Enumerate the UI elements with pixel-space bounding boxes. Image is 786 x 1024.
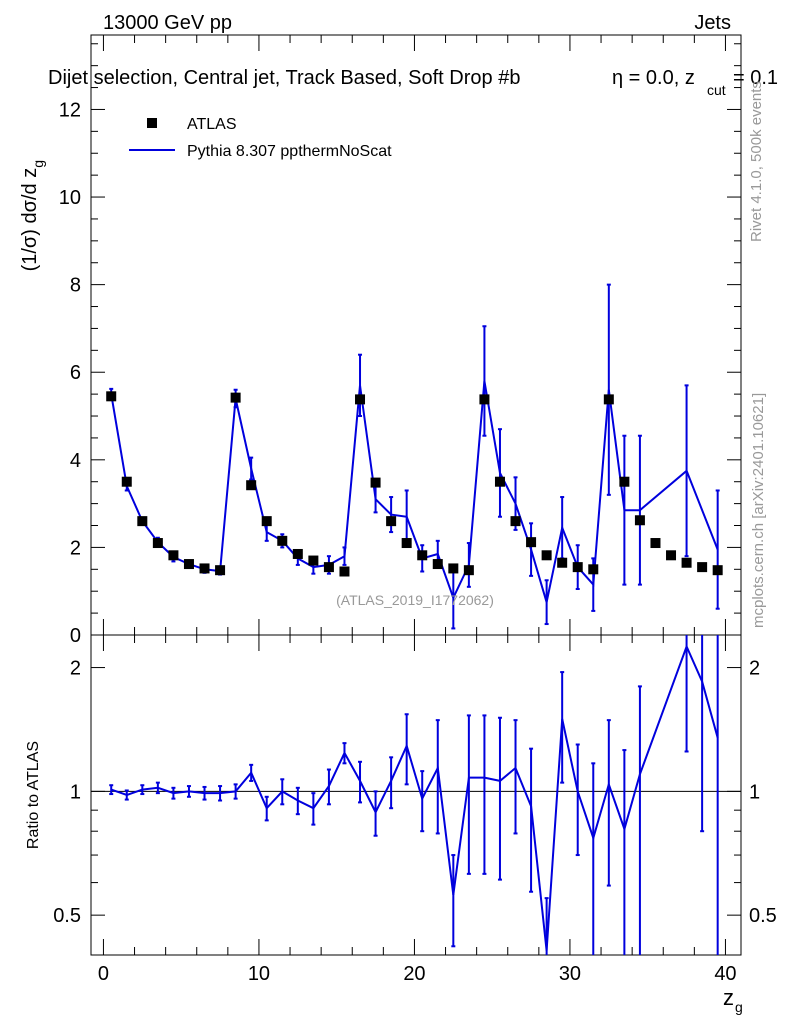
ratio-error-bars [109, 635, 719, 955]
main-y-axis-label-sub: g [30, 160, 46, 168]
main-y-tick-label: 4 [70, 450, 81, 472]
header-energy: 13000 GeV pp [103, 12, 232, 34]
rivet-label: Rivet 4.1.0, 500k events [748, 81, 765, 242]
plot-title-suffix-1: η = 0.0, z [612, 67, 695, 89]
analysis-watermark: (ATLAS_2019_I1772062) [336, 592, 494, 608]
atlas-data-point [152, 538, 163, 549]
main-y-axis-label: (1/σ) dσ/d zg [19, 160, 46, 271]
atlas-data-point [386, 516, 397, 527]
atlas-data-point [199, 563, 210, 574]
atlas-data-point [634, 515, 645, 526]
ratio-y-tick-label-right: 2 [749, 658, 760, 680]
x-tick-label: 20 [403, 963, 425, 985]
atlas-data-point [401, 538, 412, 549]
atlas-data-point [230, 392, 241, 403]
atlas-data-point [681, 557, 692, 568]
atlas-data-point [432, 559, 443, 570]
main-y-tick-label: 6 [70, 362, 81, 384]
atlas-data-points [106, 391, 723, 577]
main-y-tick-label: 8 [70, 275, 81, 297]
plot-title-suffix-2: = 0.1 [733, 67, 778, 89]
atlas-data-point [541, 550, 552, 561]
ratio-y-tick-label: 0.5 [53, 905, 81, 927]
atlas-data-point [183, 559, 194, 570]
atlas-data-point [510, 516, 521, 527]
atlas-data-point [261, 516, 272, 527]
plot-title: Dijet selection, Central jet, Track Base… [48, 67, 520, 89]
ratio-series-line [110, 643, 719, 951]
ratio-y-tick-label: 1 [70, 781, 81, 803]
atlas-data-point [697, 562, 708, 573]
atlas-data-point [572, 562, 583, 573]
ratio-plot-frame [90, 634, 742, 956]
atlas-data-point [137, 516, 148, 527]
ratio-y-tick-label: 2 [70, 658, 81, 680]
legend-atlas-label: ATLAS [187, 116, 237, 133]
header-category: Jets [694, 12, 731, 34]
x-tick-label: 0 [98, 963, 109, 985]
atlas-data-point [246, 480, 257, 491]
x-axis-label: z [723, 985, 734, 1010]
ratio-y-tick-label-right: 0.5 [749, 905, 777, 927]
atlas-data-point [712, 565, 723, 576]
atlas-data-point [292, 548, 303, 559]
ratio-y-tick-label-right: 1 [749, 781, 760, 803]
atlas-data-point [121, 476, 132, 487]
x-tick-label: 10 [248, 963, 270, 985]
atlas-data-point [603, 394, 614, 405]
atlas-data-point [323, 562, 334, 573]
atlas-data-point [355, 394, 366, 405]
atlas-data-point [463, 565, 474, 576]
mc-error-bars [109, 283, 720, 630]
atlas-data-point [619, 476, 630, 487]
atlas-data-point [168, 550, 179, 561]
main-y-tick-label: 10 [59, 187, 81, 209]
x-axis-label-sub: g [735, 999, 743, 1015]
legend-mc-label: Pythia 8.307 ppthermNoScat [187, 143, 392, 160]
atlas-data-point [448, 563, 459, 574]
atlas-data-point [370, 477, 381, 488]
ratio-y-ticks: 0.5 0.5 1 1 2 2 [53, 658, 777, 928]
ratio-y-axis-label: Ratio to ATLAS [25, 741, 42, 849]
atlas-data-point [417, 550, 428, 561]
mcplots-label: mcplots.cern.ch [arXiv:2401.10621] [750, 393, 767, 628]
x-tick-label: 30 [559, 963, 581, 985]
x-tick-label: 40 [714, 963, 736, 985]
main-y-ticks: 0 2 4 6 8 10 12 [59, 43, 741, 647]
main-y-tick-label: 12 [59, 99, 81, 121]
atlas-data-point [215, 565, 226, 576]
main-y-tick-label: 0 [70, 625, 81, 647]
atlas-data-point [308, 555, 319, 566]
atlas-data-point [557, 557, 568, 568]
x-ticks: 0 10 20 30 40 [98, 35, 737, 985]
atlas-data-point [588, 564, 599, 575]
plot-title-suffix-sub: cut [707, 82, 726, 98]
legend-atlas-marker [147, 118, 157, 128]
atlas-data-point [666, 550, 677, 561]
atlas-data-point [277, 535, 288, 546]
atlas-data-point [479, 394, 490, 405]
atlas-data-point [526, 537, 537, 548]
atlas-data-point [339, 566, 350, 577]
atlas-data-point [650, 538, 661, 549]
atlas-data-point [494, 476, 505, 487]
atlas-data-point [106, 391, 117, 402]
main-y-tick-label: 2 [70, 537, 81, 559]
